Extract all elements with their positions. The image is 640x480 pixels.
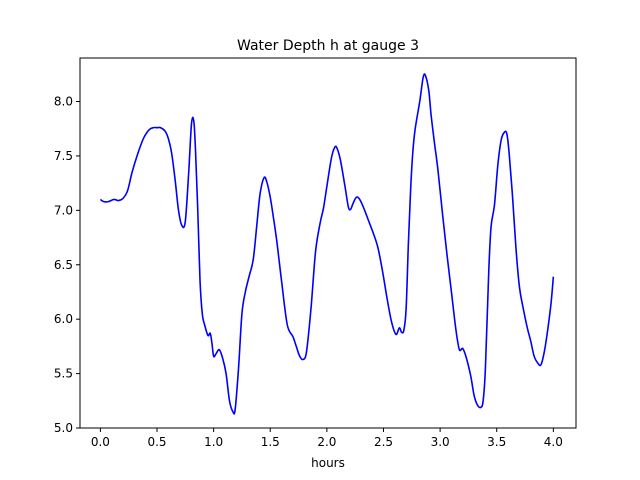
x-tick-label: 3.0 — [431, 435, 450, 449]
x-tick-label: 2.0 — [317, 435, 336, 449]
series-line-water-depth — [99, 73, 555, 415]
chart-title: Water Depth h at gauge 3 — [237, 38, 419, 54]
y-tick-label: 6.5 — [54, 258, 73, 272]
x-tick-label: 3.5 — [487, 435, 506, 449]
x-tick-label: 2.5 — [374, 435, 393, 449]
x-tick-label: 0.5 — [147, 435, 166, 449]
y-tick-label: 7.5 — [54, 149, 73, 163]
y-tick-label: 5.5 — [54, 367, 73, 381]
x-tick-label: 1.5 — [261, 435, 280, 449]
y-tick-label: 5.0 — [54, 421, 73, 435]
x-tick-label: 1.0 — [204, 435, 223, 449]
plot-frame — [79, 57, 577, 429]
series-layer — [99, 73, 555, 415]
x-axis: 0.0 0.5 1.0 1.5 2.0 2.5 3.0 3.5 4.0 — [91, 428, 563, 449]
y-tick-label: 6.0 — [54, 312, 73, 326]
y-axis: 5.0 5.5 6.0 6.5 7.0 7.5 8.0 — [54, 95, 80, 435]
x-tick-label: 0.0 — [91, 435, 110, 449]
x-axis-label: hours — [311, 456, 345, 470]
y-tick-label: 7.0 — [54, 203, 73, 217]
y-tick-label: 8.0 — [54, 95, 73, 109]
plot-area: 0.0 0.5 1.0 1.5 2.0 2.5 3.0 3.5 4.0 5.0 5.5 6.0 6.5… — [54, 57, 577, 449]
x-tick-label: 4.0 — [544, 435, 563, 449]
